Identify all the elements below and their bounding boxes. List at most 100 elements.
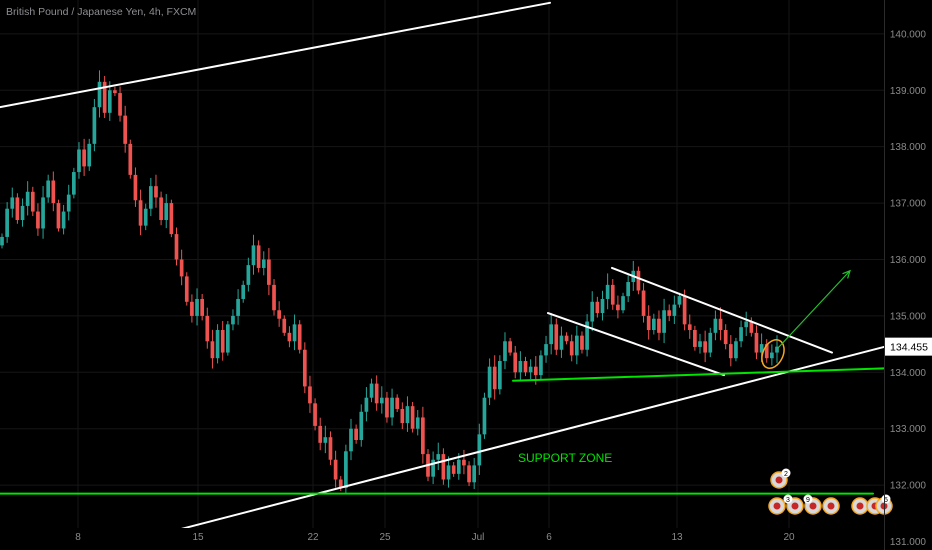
candle-body — [626, 282, 631, 297]
candle-body — [569, 341, 574, 356]
candle-body — [477, 434, 482, 466]
event-flag-dot — [775, 476, 783, 484]
candle-body — [56, 203, 61, 229]
time-tick-label: Jul — [472, 532, 485, 543]
flag-bottom-trendline — [547, 312, 725, 377]
time-tick-label: 15 — [192, 532, 204, 543]
candle-body — [456, 459, 461, 474]
support-zone-label: SUPPORT ZONE — [518, 451, 612, 465]
candle-body — [25, 191, 30, 206]
candle-body — [318, 425, 323, 443]
candle-body — [251, 245, 256, 266]
candle-body — [739, 327, 743, 342]
candle-body — [102, 81, 107, 113]
last-price-tag — [885, 337, 932, 356]
price-tick-label: 133.000 — [890, 424, 927, 435]
candle-body — [328, 437, 333, 460]
candle-body — [369, 383, 374, 398]
candle-body — [246, 265, 251, 285]
projection-arrow-line — [777, 270, 851, 349]
candle-body — [148, 186, 153, 209]
candle-body — [703, 341, 707, 353]
candle-body — [539, 355, 543, 376]
candle-body — [354, 428, 358, 440]
event-count-label: 2 — [784, 471, 788, 478]
candle-body — [231, 315, 235, 325]
candle-body — [734, 341, 738, 359]
candle-body — [287, 332, 292, 342]
flag-top-trendline — [611, 266, 833, 354]
candle-body — [323, 437, 328, 443]
candle-body — [677, 296, 682, 305]
candle-body — [113, 90, 117, 94]
event-flag-dot — [809, 502, 817, 510]
candle-body — [10, 197, 15, 209]
candle-body — [174, 234, 179, 260]
event-count-badge — [781, 468, 791, 478]
event-flag-dot — [856, 502, 864, 510]
event-count-badge — [881, 494, 891, 504]
candle-body — [374, 383, 379, 404]
event-flag-dot — [773, 502, 781, 510]
candle-body — [436, 454, 441, 460]
candle-body — [72, 172, 76, 195]
time-tick-label: 20 — [783, 532, 795, 543]
upper-channel-trendline — [0, 1, 551, 109]
last-price-value: 134.455 — [890, 342, 928, 354]
candle-body — [467, 465, 471, 483]
candle-body — [518, 361, 523, 373]
candle-body — [128, 143, 133, 175]
candle-body — [338, 479, 343, 488]
price-tick-label: 134.000 — [890, 368, 927, 379]
candle-body — [359, 411, 364, 440]
event-count-badge — [783, 494, 793, 504]
candle-body — [708, 332, 713, 353]
price-axis[interactable]: 140.000 139.000 138.000 137.000 136.000 135.0… — [885, 0, 932, 550]
candle-body — [775, 346, 779, 353]
candle-body — [482, 397, 487, 435]
candle-body — [200, 298, 205, 316]
candle-body — [302, 349, 307, 387]
candle-body — [133, 174, 138, 201]
candle-body — [600, 298, 605, 314]
candle-body — [657, 318, 661, 333]
candle-body — [169, 203, 174, 235]
candle-body — [636, 270, 641, 291]
candle-body — [261, 259, 266, 268]
candle-body — [749, 321, 754, 333]
rising-support-trendline — [99, 345, 885, 550]
candle-body — [523, 361, 528, 373]
candle-body — [415, 417, 420, 429]
time-tick-label: 8 — [75, 532, 81, 543]
candle-body — [364, 397, 369, 412]
candle-body — [36, 211, 40, 229]
candle-body — [616, 304, 620, 311]
candle-body — [282, 318, 287, 333]
candle-body — [651, 318, 656, 330]
candle-body — [15, 197, 20, 220]
candle-body — [390, 397, 394, 418]
price-tick-label: 135.000 — [890, 311, 927, 322]
candle-body — [164, 203, 169, 220]
candle-body — [272, 284, 276, 311]
chart-drawings: SUPPORT ZONE — [0, 1, 885, 550]
candle-body — [220, 330, 225, 353]
candle-body — [718, 318, 723, 330]
candle-body — [215, 330, 220, 359]
candle-body — [682, 296, 687, 325]
price-tick-label: 140.000 — [890, 29, 927, 40]
candle-body — [92, 107, 97, 144]
candle-body — [277, 310, 281, 319]
candle-body — [292, 324, 297, 342]
event-count-label: 3 — [786, 497, 790, 504]
time-axis[interactable]: 8 15 22 25 Jul 6 13 20 — [0, 528, 884, 550]
candle-body — [431, 459, 435, 477]
candle-body — [313, 403, 317, 426]
candle-body — [421, 417, 425, 455]
candle-body — [66, 194, 71, 212]
candle-body — [236, 298, 240, 316]
price-tick-label: 137.000 — [890, 199, 927, 210]
price-tick-label: 139.000 — [890, 86, 927, 97]
